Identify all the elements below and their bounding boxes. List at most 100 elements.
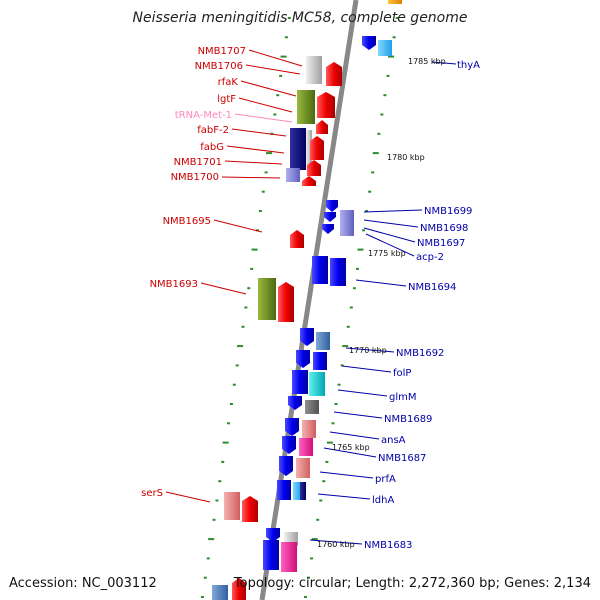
gene-label[interactable]: NMB1699 <box>424 206 472 217</box>
tick-mark <box>365 210 369 212</box>
gene-glyph[interactable] <box>258 278 276 320</box>
gene-glyph[interactable] <box>388 0 402 4</box>
gene-glyph[interactable] <box>232 578 246 600</box>
gene-glyph[interactable] <box>330 258 346 286</box>
gene-glyph[interactable] <box>290 128 306 170</box>
map-title: Neisseria meningitidis MC58, complete ge… <box>132 10 467 26</box>
gene-label[interactable]: fabF-2 <box>197 125 229 136</box>
gene-glyph[interactable] <box>305 400 319 414</box>
gene-glyph[interactable] <box>300 482 306 500</box>
gene-glyph[interactable] <box>224 492 240 520</box>
gene-glyph[interactable] <box>312 256 328 284</box>
leader-line <box>355 279 407 287</box>
gene-glyph[interactable] <box>316 332 330 350</box>
tick-mark <box>203 576 207 579</box>
gene-glyph[interactable] <box>279 456 293 476</box>
gene-glyph[interactable] <box>340 210 354 236</box>
gene-glyph[interactable] <box>292 370 308 394</box>
gene-glyph[interactable] <box>293 482 301 500</box>
gene-glyph[interactable] <box>212 585 228 600</box>
gene-glyph[interactable] <box>378 40 392 56</box>
trna-label[interactable]: tRNA-Met-1 <box>175 110 232 121</box>
gene-glyph[interactable] <box>286 168 300 182</box>
tick-mark <box>206 557 210 560</box>
gene-label[interactable]: thyA <box>457 60 480 71</box>
gene-label[interactable]: NMB1683 <box>364 540 412 551</box>
leader-line <box>345 347 395 353</box>
gene-glyph[interactable] <box>362 36 376 50</box>
tick-mark <box>334 403 338 405</box>
gene-glyph[interactable] <box>326 62 342 86</box>
gene-glyph[interactable] <box>277 480 291 500</box>
tick-mark <box>266 152 273 155</box>
tick-mark <box>307 576 311 579</box>
gene-glyph[interactable] <box>307 160 321 176</box>
leader-line <box>248 49 303 67</box>
gene-glyph[interactable] <box>296 458 310 478</box>
gene-glyph[interactable] <box>299 438 313 456</box>
tick-mark <box>244 306 248 309</box>
gene-glyph[interactable] <box>282 436 296 454</box>
reverse-gene-labels: thyA NMB1699 NMB1698 NMB1697 acp-2 NMB16… <box>364 60 480 551</box>
gene-glyph[interactable] <box>290 230 304 248</box>
tick-mark <box>383 94 387 97</box>
gene-label[interactable]: ldhA <box>372 495 394 506</box>
gene-label[interactable]: NMB1700 <box>171 172 219 183</box>
gene-glyph[interactable] <box>242 496 258 522</box>
gene-glyph[interactable] <box>296 350 310 368</box>
tick-mark <box>388 55 395 58</box>
gene-glyph[interactable] <box>285 418 299 436</box>
gene-glyph[interactable] <box>316 120 328 134</box>
tick-mark <box>310 557 314 560</box>
gene-label[interactable]: acp-2 <box>416 252 444 263</box>
gene-glyph[interactable] <box>281 542 297 572</box>
gene-glyph[interactable] <box>309 372 325 396</box>
gene-glyph[interactable] <box>297 90 315 124</box>
ruler-label: 1760 kbp <box>317 540 355 549</box>
gene-label[interactable]: folP <box>393 368 411 379</box>
gene-label[interactable]: prfA <box>375 474 396 485</box>
leader-line <box>333 411 383 419</box>
topology-text: Topology: circular; Length: 2,272,360 bp… <box>233 576 591 591</box>
leader-line <box>226 145 285 154</box>
gene-glyph[interactable] <box>288 396 302 410</box>
gene-label[interactable]: lgtF <box>217 94 236 105</box>
gene-label[interactable]: rfaK <box>218 77 239 88</box>
gene-glyph[interactable] <box>313 352 327 370</box>
gene-glyph[interactable] <box>300 328 314 346</box>
gene-label[interactable]: NMB1694 <box>408 282 456 293</box>
tick-mark <box>221 460 225 463</box>
gene-glyph[interactable] <box>317 92 335 118</box>
leader-line <box>337 389 388 397</box>
gene-glyph[interactable] <box>302 420 316 438</box>
tick-mark <box>325 460 329 463</box>
gene-glyph[interactable] <box>324 212 336 222</box>
tick-mark <box>208 538 215 541</box>
gene-label[interactable]: glmM <box>389 392 417 403</box>
gene-label[interactable]: NMB1701 <box>174 157 222 168</box>
gene-glyph[interactable] <box>322 224 334 234</box>
gene-label[interactable]: NMB1697 <box>417 238 465 249</box>
gene-label[interactable]: fabG <box>200 142 224 153</box>
tick-mark <box>326 441 333 444</box>
gene-label[interactable]: NMB1698 <box>420 223 468 234</box>
tick-mark <box>346 325 350 328</box>
gene-glyph[interactable] <box>310 136 324 160</box>
gene-label[interactable]: ansA <box>381 435 406 446</box>
gene-label[interactable]: NMB1706 <box>195 61 243 72</box>
gene-label[interactable]: NMB1687 <box>378 453 426 464</box>
gene-label[interactable]: NMB1692 <box>396 348 444 359</box>
gene-glyph[interactable] <box>263 540 279 570</box>
gene-glyph[interactable] <box>266 528 280 542</box>
gene-glyph[interactable] <box>302 176 316 186</box>
gene-label[interactable]: NMB1707 <box>198 46 246 57</box>
gene-glyph[interactable] <box>306 56 322 84</box>
gene-label[interactable]: NMB1689 <box>384 414 432 425</box>
gene-label[interactable]: NMB1695 <box>163 216 211 227</box>
leader-line <box>221 176 281 179</box>
gene-label[interactable]: NMB1693 <box>150 279 198 290</box>
gene-glyph[interactable] <box>326 200 338 212</box>
gene-glyph[interactable] <box>278 282 294 322</box>
gene-label[interactable]: serS <box>141 488 163 499</box>
